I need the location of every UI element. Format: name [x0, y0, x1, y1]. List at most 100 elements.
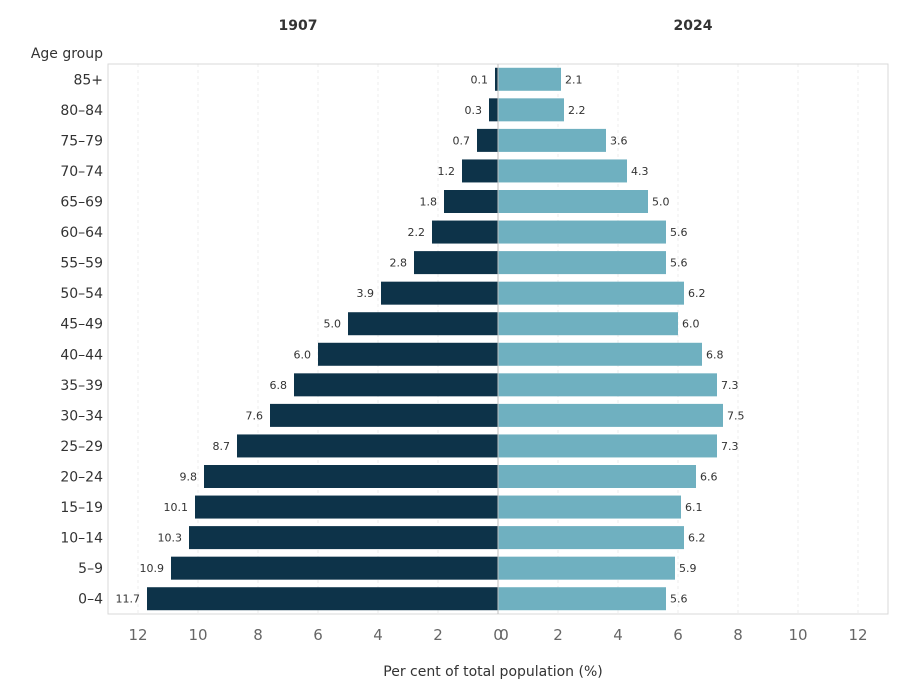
bar-2024 [498, 342, 702, 366]
data-label-1907: 10.3 [158, 532, 183, 545]
data-labels: 0.1 2.1 0.3 2.2 0.7 3.6 1.2 4.3 1.8 5.0 2.2 5.6 2.8 5… [116, 73, 745, 605]
bar-1907 [489, 98, 498, 122]
bar-2024 [498, 281, 684, 305]
bar-2024 [498, 434, 717, 458]
data-label-2024: 6.2 [688, 532, 706, 545]
data-label-2024: 6.8 [706, 348, 724, 361]
category-label: 85+ [73, 72, 103, 88]
bar-2024 [498, 312, 678, 336]
data-label-2024: 7.3 [721, 379, 739, 392]
bar-1907 [318, 342, 498, 366]
data-label-1907: 7.6 [246, 409, 264, 422]
data-label-1907: 0.3 [465, 104, 483, 117]
data-label-1907: 2.2 [408, 226, 426, 239]
x-tick-label-right: 10 [788, 626, 807, 644]
data-label-2024: 7.3 [721, 440, 739, 453]
bar-2024 [498, 587, 666, 611]
x-tick-labels: 12 10 8 6 4 2 00 2 4 6 8 10 12 [128, 626, 867, 644]
bar-2024 [498, 220, 666, 244]
bars [147, 67, 723, 611]
data-label-2024: 3.6 [610, 134, 628, 147]
grid-lines [137, 64, 859, 614]
bar-2024 [498, 403, 723, 427]
y-axis-title: Age group [31, 46, 103, 62]
bar-1907 [237, 434, 498, 458]
data-label-1907: 11.7 [116, 593, 141, 606]
data-label-1907: 10.1 [164, 501, 189, 514]
data-label-2024: 5.6 [670, 257, 688, 270]
bar-1907 [189, 526, 498, 550]
data-label-1907: 8.7 [213, 440, 231, 453]
data-label-2024: 2.2 [568, 104, 586, 117]
series-right-heading: 2024 [674, 18, 713, 34]
bar-1907 [477, 128, 498, 152]
x-tick-label-left: 2 [433, 626, 443, 644]
x-tick-label-left: 0 [493, 626, 503, 644]
data-label-1907: 10.9 [140, 562, 165, 575]
bar-1907 [204, 465, 498, 488]
category-label: 10–14 [60, 531, 103, 547]
data-label-2024: 5.6 [670, 226, 688, 239]
x-tick-label-right: 12 [848, 626, 867, 644]
x-tick-label-right: 6 [673, 626, 683, 644]
bar-1907 [495, 67, 498, 91]
category-label: 0–4 [78, 592, 103, 608]
data-label-1907: 2.8 [390, 257, 408, 270]
data-label-2024: 4.3 [631, 165, 649, 178]
data-label-2024: 5.6 [670, 593, 688, 606]
bar-1907 [444, 190, 498, 213]
category-labels: 85+ 80–84 75–79 70–74 65–69 60–64 55–59 50–54 45… [60, 72, 103, 607]
x-tick-label-left: 8 [253, 626, 263, 644]
category-label: 30–34 [60, 408, 103, 424]
data-label-2024: 6.6 [700, 471, 718, 484]
bar-1907 [432, 220, 498, 244]
data-label-1907: 5.0 [324, 318, 342, 331]
data-label-2024: 5.0 [652, 196, 670, 209]
bar-1907 [414, 251, 498, 275]
x-tick-label-right: 2 [553, 626, 563, 644]
category-label: 65–69 [60, 195, 103, 211]
category-label: 55–59 [60, 256, 103, 272]
x-tick-label-right: 4 [613, 626, 623, 644]
category-label: 50–54 [60, 286, 103, 302]
bar-2024 [498, 556, 675, 580]
bar-2024 [498, 465, 696, 488]
bar-2024 [498, 526, 684, 550]
bar-1907 [270, 403, 498, 427]
data-label-2024: 5.9 [679, 562, 697, 575]
data-label-2024: 6.0 [682, 318, 700, 331]
category-label: 5–9 [78, 561, 103, 577]
category-label: 75–79 [60, 133, 103, 149]
category-label: 20–24 [60, 470, 103, 486]
x-tick-label-left: 12 [128, 626, 147, 644]
category-label: 35–39 [60, 378, 103, 394]
data-label-1907: 9.8 [180, 471, 198, 484]
series-left-heading: 1907 [279, 18, 318, 34]
bar-1907 [294, 373, 498, 397]
data-label-1907: 6.8 [270, 379, 288, 392]
bar-1907 [147, 587, 498, 611]
x-tick-label-left: 6 [313, 626, 323, 644]
bar-2024 [498, 98, 564, 122]
data-label-1907: 0.7 [453, 134, 471, 147]
bar-1907 [348, 312, 498, 336]
data-label-2024: 6.2 [688, 287, 706, 300]
category-label: 60–64 [60, 225, 103, 241]
bar-2024 [498, 190, 648, 213]
category-label: 45–49 [60, 317, 103, 333]
category-label: 15–19 [60, 500, 103, 516]
data-label-1907: 0.1 [471, 73, 489, 86]
bar-2024 [498, 128, 606, 152]
x-tick-label-right: 8 [733, 626, 743, 644]
bar-2024 [498, 373, 717, 397]
x-axis-title: Per cent of total population (%) [383, 664, 602, 680]
category-label: 70–74 [60, 164, 103, 180]
bar-2024 [498, 251, 666, 275]
x-tick-label-left: 10 [188, 626, 207, 644]
data-label-2024: 2.1 [565, 73, 583, 86]
bar-1907 [462, 159, 498, 183]
bar-1907 [195, 495, 498, 519]
bar-1907 [171, 556, 498, 580]
data-label-1907: 1.8 [420, 196, 438, 209]
